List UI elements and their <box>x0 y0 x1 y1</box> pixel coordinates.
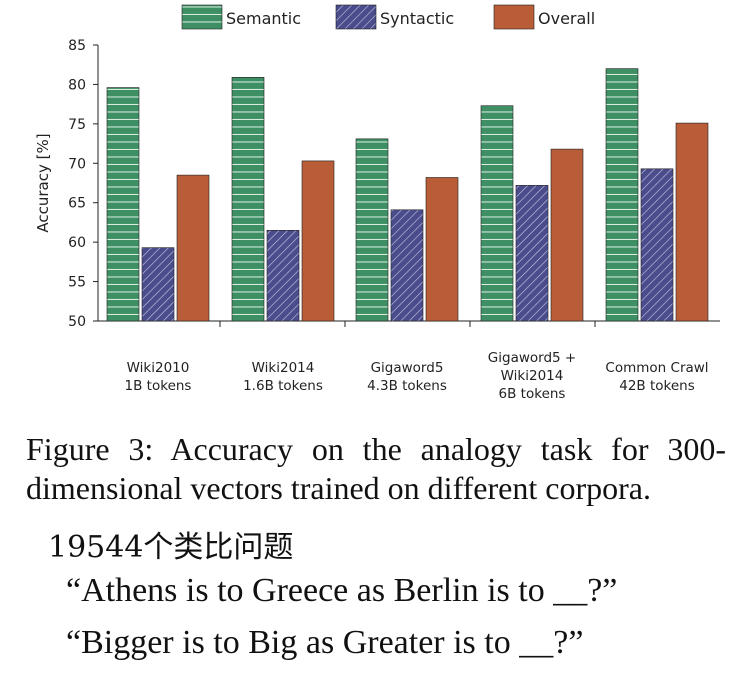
chart-legend: Semantic Syntactic Overall <box>181 4 595 30</box>
y-tick-label: 70 <box>68 156 86 172</box>
x-category-label: 4.3B tokens <box>367 378 447 394</box>
x-axis-labels: Wiki2010 1B tokens Wiki2014 1.6B tokens Giga… <box>125 350 709 402</box>
x-category-label: 1.6B tokens <box>243 378 323 394</box>
legend-swatch-semantic <box>181 4 223 30</box>
x-category-label: Wiki2014 <box>501 368 564 384</box>
bar-overall <box>301 160 335 322</box>
bar-semantic <box>480 105 514 322</box>
legend-label-semantic: Semantic <box>226 9 301 28</box>
analogy-question-count: 19544个类比问题 <box>48 530 294 565</box>
bar-semantic <box>231 77 265 322</box>
legend-swatch-overall <box>493 4 535 30</box>
x-category-label: Wiki2014 <box>252 360 315 376</box>
y-tick-label: 50 <box>68 314 86 330</box>
bar-overall <box>176 174 210 322</box>
bar-syntactic <box>640 168 674 322</box>
figure-caption-line2: dimensional vectors trained on different… <box>26 470 651 506</box>
bar-overall <box>550 148 584 322</box>
bar-semantic <box>355 138 389 322</box>
x-category-label: 42B tokens <box>619 378 695 394</box>
bar-chart: Semantic Syntactic Overall 50 55 60 65 70 75 80 8… <box>34 4 720 402</box>
bar-syntactic <box>266 230 300 322</box>
legend-label-syntactic: Syntactic <box>380 9 454 28</box>
legend-label-overall: Overall <box>538 9 595 28</box>
y-tick-label: 60 <box>68 235 86 251</box>
y-axis-label: Accuracy [%] <box>34 133 52 232</box>
bar-syntactic <box>515 185 549 322</box>
chart-bars <box>106 68 709 322</box>
y-tick-label: 75 <box>68 117 86 133</box>
y-tick-label: 85 <box>68 38 86 54</box>
analogy-example-2: “Bigger is to Big as Greater is to __?” <box>66 624 584 661</box>
y-tick-label: 55 <box>68 275 86 291</box>
bar-semantic <box>106 87 140 322</box>
bar-semantic <box>605 68 639 322</box>
bar-syntactic <box>390 209 424 322</box>
bar-syntactic <box>141 247 175 322</box>
bar-overall <box>675 122 709 322</box>
chart-axes: 50 55 60 65 70 75 80 85 Accuracy [%] <box>34 38 720 330</box>
analogy-example-1: “Athens is to Greece as Berlin is to __?… <box>66 572 618 609</box>
bar-overall <box>425 177 459 322</box>
x-category-label: Common Crawl <box>605 360 708 376</box>
x-category-label: Wiki2010 <box>127 360 190 376</box>
x-category-label: Gigaword5 <box>371 360 444 376</box>
y-tick-label: 65 <box>68 196 86 212</box>
x-category-label: 6B tokens <box>499 386 566 402</box>
x-category-label: 1B tokens <box>125 378 192 394</box>
x-category-label: Gigaword5 + <box>488 350 576 366</box>
legend-swatch-syntactic <box>335 4 377 30</box>
figure-caption-line1: Figure 3: Accuracy on the analogy task f… <box>26 431 726 467</box>
y-tick-label: 80 <box>68 77 86 93</box>
